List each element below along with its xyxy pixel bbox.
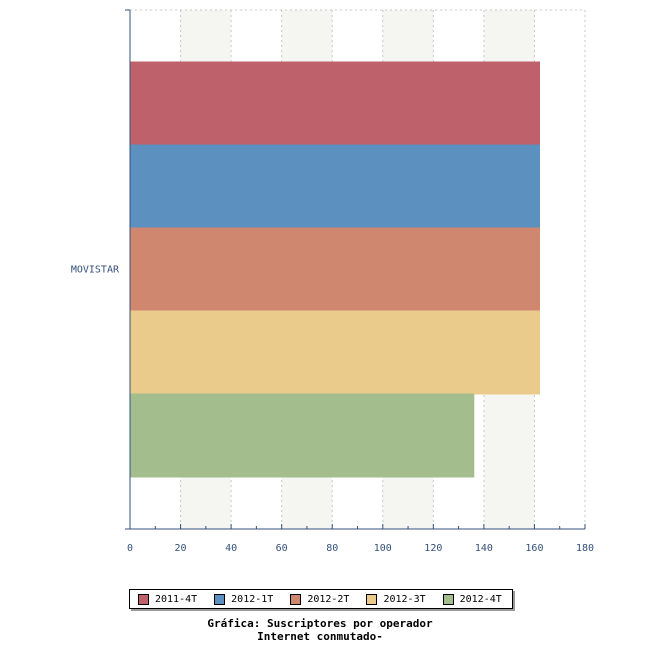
legend-swatch	[442, 593, 454, 605]
legend-label: 2012-1T	[231, 593, 274, 605]
x-tick-label: 80	[326, 543, 338, 554]
x-tick-label: 120	[424, 543, 442, 554]
bar-2012-2T	[129, 227, 540, 312]
bar-2012-3T	[129, 310, 540, 395]
x-tick-label: 160	[525, 543, 543, 554]
legend-swatch	[290, 593, 302, 605]
category-label: MOVISTAR	[71, 265, 120, 276]
bar-2012-4T	[129, 393, 475, 478]
x-tick-label: 140	[475, 543, 493, 554]
legend-item: 2011-4T	[138, 593, 198, 605]
legend-item: 2012-1T	[214, 593, 274, 605]
legend-swatch	[366, 593, 378, 605]
legend-item: 2012-3T	[366, 593, 426, 605]
legend-swatch	[138, 593, 149, 605]
x-tick-label: 180	[576, 543, 594, 554]
y-axis-categories: MOVISTAR	[71, 265, 120, 276]
x-tick-label: 60	[276, 543, 288, 554]
legend-label: 2012-4T	[459, 593, 502, 605]
legend-label: 2011-4T	[155, 593, 198, 605]
chart-title-line1: Gráfica: Suscriptores por operador	[207, 617, 433, 630]
legend-item: 2012-4T	[442, 593, 502, 605]
legend-swatch	[214, 593, 226, 605]
x-tick-label: 0	[127, 543, 133, 554]
bar-2012-1T	[129, 144, 540, 229]
legend: 2011-4T 2012-1T 2012-2T 2012-3T 2012-4T	[129, 589, 513, 609]
legend-label: 2012-2T	[307, 593, 350, 605]
x-axis-ticks: 0 20 40 60 80 100 120 140 160 180	[127, 524, 594, 554]
chart-title: Gráfica: Suscriptores por operador Inter…	[0, 617, 640, 643]
bar-2011-4T	[129, 61, 540, 146]
x-tick-label: 40	[225, 543, 237, 554]
chart-title-line2: Internet conmutado-	[257, 630, 383, 643]
legend-label: 2012-3T	[383, 593, 426, 605]
x-tick-label: 20	[175, 543, 187, 554]
legend-item: 2012-2T	[290, 593, 350, 605]
x-tick-label: 100	[374, 543, 392, 554]
bars	[129, 61, 540, 478]
